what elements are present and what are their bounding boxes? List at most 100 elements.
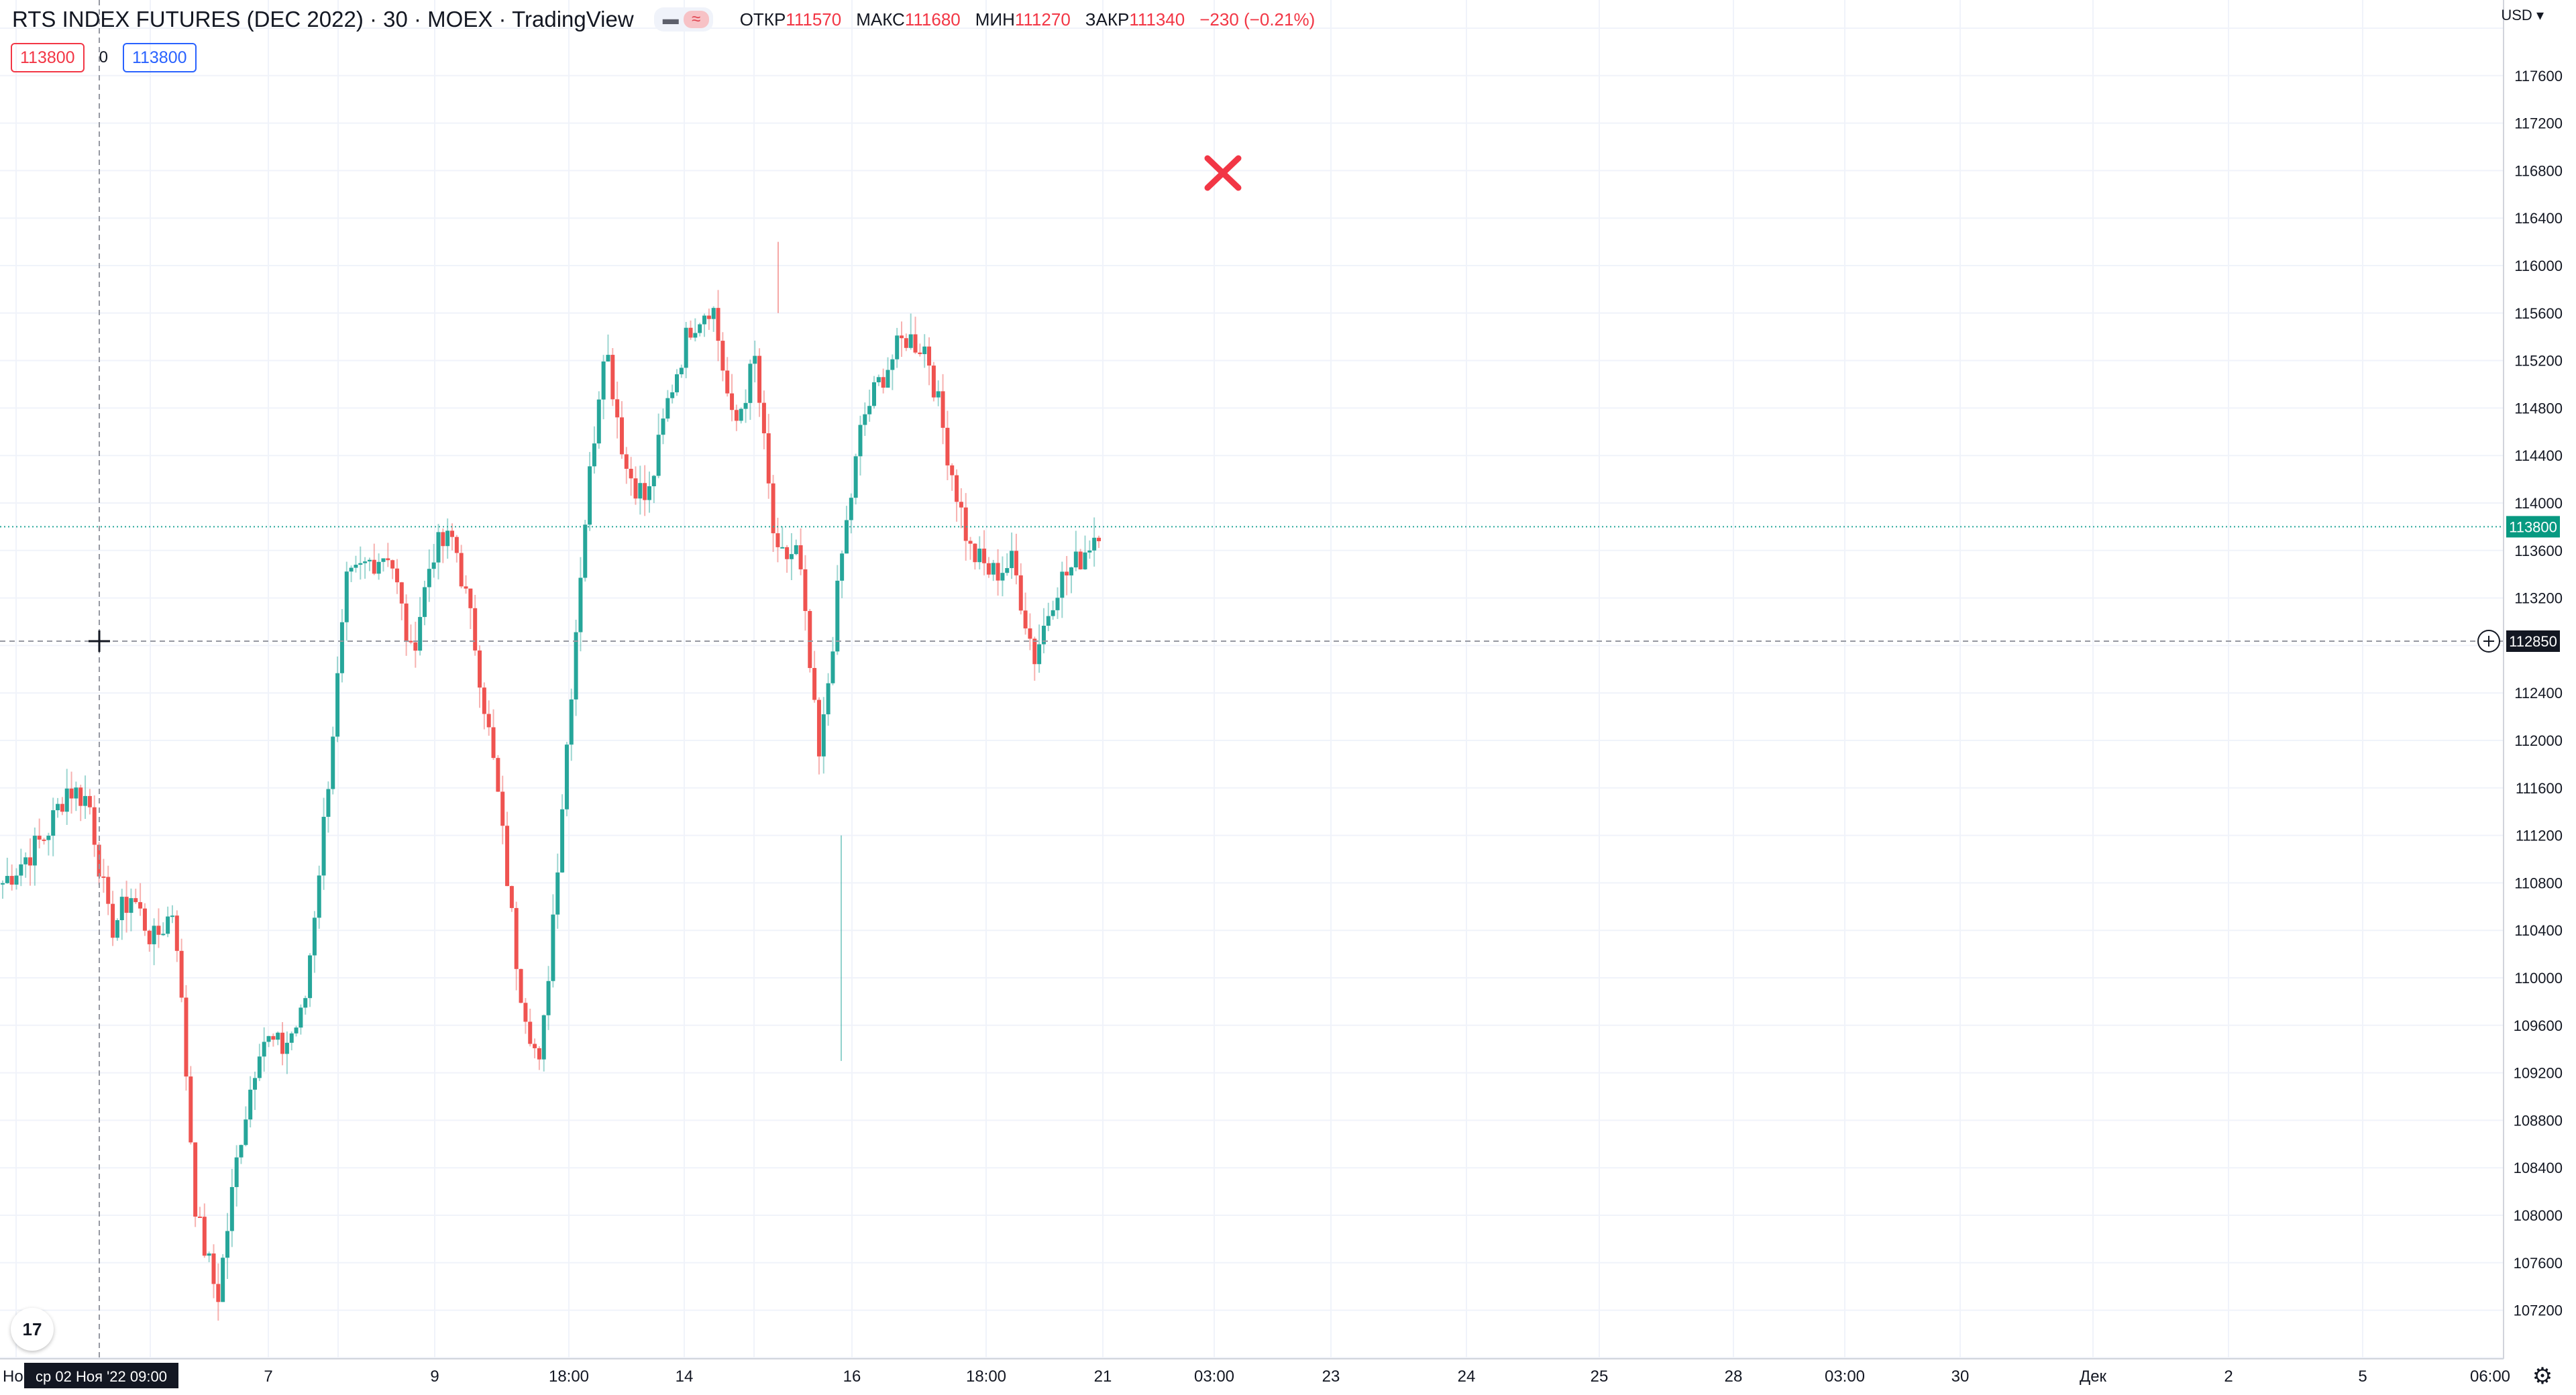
- candle-body: [812, 668, 817, 700]
- time-tick-label: 7: [264, 1368, 272, 1386]
- trade-quote-row: 113800 0 113800: [11, 43, 197, 72]
- candle-body: [390, 560, 395, 569]
- time-tick-label: 03:00: [1194, 1368, 1234, 1386]
- candle-body: [276, 1032, 280, 1040]
- candle-body: [111, 903, 115, 938]
- candle-body: [560, 809, 565, 873]
- candle-body: [42, 839, 46, 841]
- candle-body: [588, 466, 592, 525]
- candle-body: [578, 577, 583, 632]
- candle-body: [14, 875, 19, 885]
- candle-body: [266, 1036, 271, 1042]
- candle-body: [1000, 573, 1005, 581]
- time-tick-label: 16: [843, 1368, 861, 1386]
- candle-body: [725, 370, 730, 394]
- price-tick-label: 117200: [2514, 115, 2563, 132]
- candle-body: [166, 916, 170, 934]
- candle-body: [464, 586, 468, 589]
- candle-body: [1055, 598, 1060, 610]
- open-value: 111570: [786, 9, 842, 30]
- candle-body: [730, 393, 735, 410]
- time-tick-label: 24: [1458, 1368, 1476, 1386]
- candlestick-series: [1, 241, 1101, 1321]
- candle-body: [1005, 568, 1010, 573]
- candle-body: [569, 699, 574, 745]
- candle-body: [225, 1231, 230, 1258]
- ohlc-values: ОТКР 111570 МАКС 111680 МИН 111270 ЗАКР 1113…: [740, 9, 1330, 30]
- candle-body: [386, 558, 390, 561]
- candle-body: [271, 1036, 276, 1040]
- gear-icon[interactable]: ⚙: [2532, 1363, 2553, 1389]
- candle-body: [23, 857, 28, 864]
- crosshair-time-label-bg: [24, 1363, 178, 1388]
- candle-body: [486, 714, 491, 728]
- time-tick-label: 14: [676, 1368, 694, 1386]
- candle-body: [450, 531, 455, 537]
- buy-button[interactable]: 113800: [122, 43, 197, 72]
- time-tick-label: 21: [1094, 1368, 1112, 1386]
- candle-body: [931, 366, 936, 398]
- indicator-toggle[interactable]: ▬ ≈: [653, 7, 713, 32]
- candle-body: [234, 1157, 239, 1187]
- candle-body: [303, 998, 308, 1008]
- candle-body: [670, 392, 675, 398]
- candle-body: [830, 651, 835, 683]
- candle-body: [28, 857, 33, 866]
- candle-body: [927, 346, 932, 366]
- candle-body: [610, 355, 615, 400]
- change-value: −230 (−0.21%): [1199, 9, 1316, 30]
- candle-body: [840, 553, 845, 581]
- time-tick-label: 06:00: [2470, 1368, 2510, 1386]
- candle-body: [349, 567, 354, 572]
- candle-body: [78, 787, 83, 806]
- candle-body: [363, 561, 368, 563]
- candle-body: [739, 408, 743, 421]
- candle-body: [445, 531, 450, 547]
- candle-body: [541, 1015, 546, 1060]
- candle-body: [51, 810, 56, 836]
- crosshair-price-label: 112850: [2509, 633, 2557, 650]
- crosshair-time-label: ср 02 Ноя '22 09:00: [36, 1368, 167, 1385]
- candle-body: [207, 1253, 211, 1256]
- candle-body: [771, 483, 775, 534]
- last-price-label-bg: [2506, 516, 2560, 538]
- time-tick-label: 28: [1725, 1368, 1743, 1386]
- candle-body: [706, 315, 711, 319]
- candle-body: [244, 1119, 248, 1146]
- time-tick-label: 18:00: [966, 1368, 1006, 1386]
- candle-body: [1, 883, 5, 885]
- candle-body: [633, 478, 638, 499]
- candle-body: [184, 997, 189, 1077]
- candle-body: [977, 549, 982, 563]
- candle-body: [1051, 610, 1055, 616]
- candle-body: [1073, 551, 1078, 567]
- candle-body: [335, 673, 340, 737]
- currency-button[interactable]: USD ▾: [2501, 7, 2544, 24]
- price-tick-label: 108000: [2514, 1207, 2563, 1224]
- candle-body: [1018, 575, 1023, 611]
- high-value: 111680: [904, 9, 961, 30]
- price-tick-label: 110000: [2514, 970, 2563, 987]
- candle-body: [413, 642, 418, 651]
- candle-body: [248, 1089, 253, 1120]
- candle-body: [555, 872, 560, 915]
- time-tick-label: 2: [2224, 1368, 2233, 1386]
- candle-body: [702, 315, 707, 325]
- symbol-title[interactable]: RTS INDEX FUTURES (DEC 2022) · 30 · MOEX…: [12, 7, 634, 32]
- candle-body: [97, 844, 101, 877]
- candle-body: [945, 427, 950, 465]
- candle-body: [1046, 616, 1051, 626]
- candle-body: [19, 864, 23, 876]
- candle-body: [482, 687, 486, 714]
- open-label: ОТКР: [739, 9, 786, 30]
- candle-body: [936, 391, 941, 398]
- line-style-icon[interactable]: ▬: [662, 10, 679, 28]
- sell-button[interactable]: 113800: [11, 43, 85, 72]
- candle-body: [986, 563, 991, 575]
- tradingview-logo-icon[interactable]: 17: [11, 1308, 54, 1351]
- compare-icon[interactable]: ≈: [683, 11, 709, 28]
- price-tick-label: 109200: [2514, 1065, 2563, 1082]
